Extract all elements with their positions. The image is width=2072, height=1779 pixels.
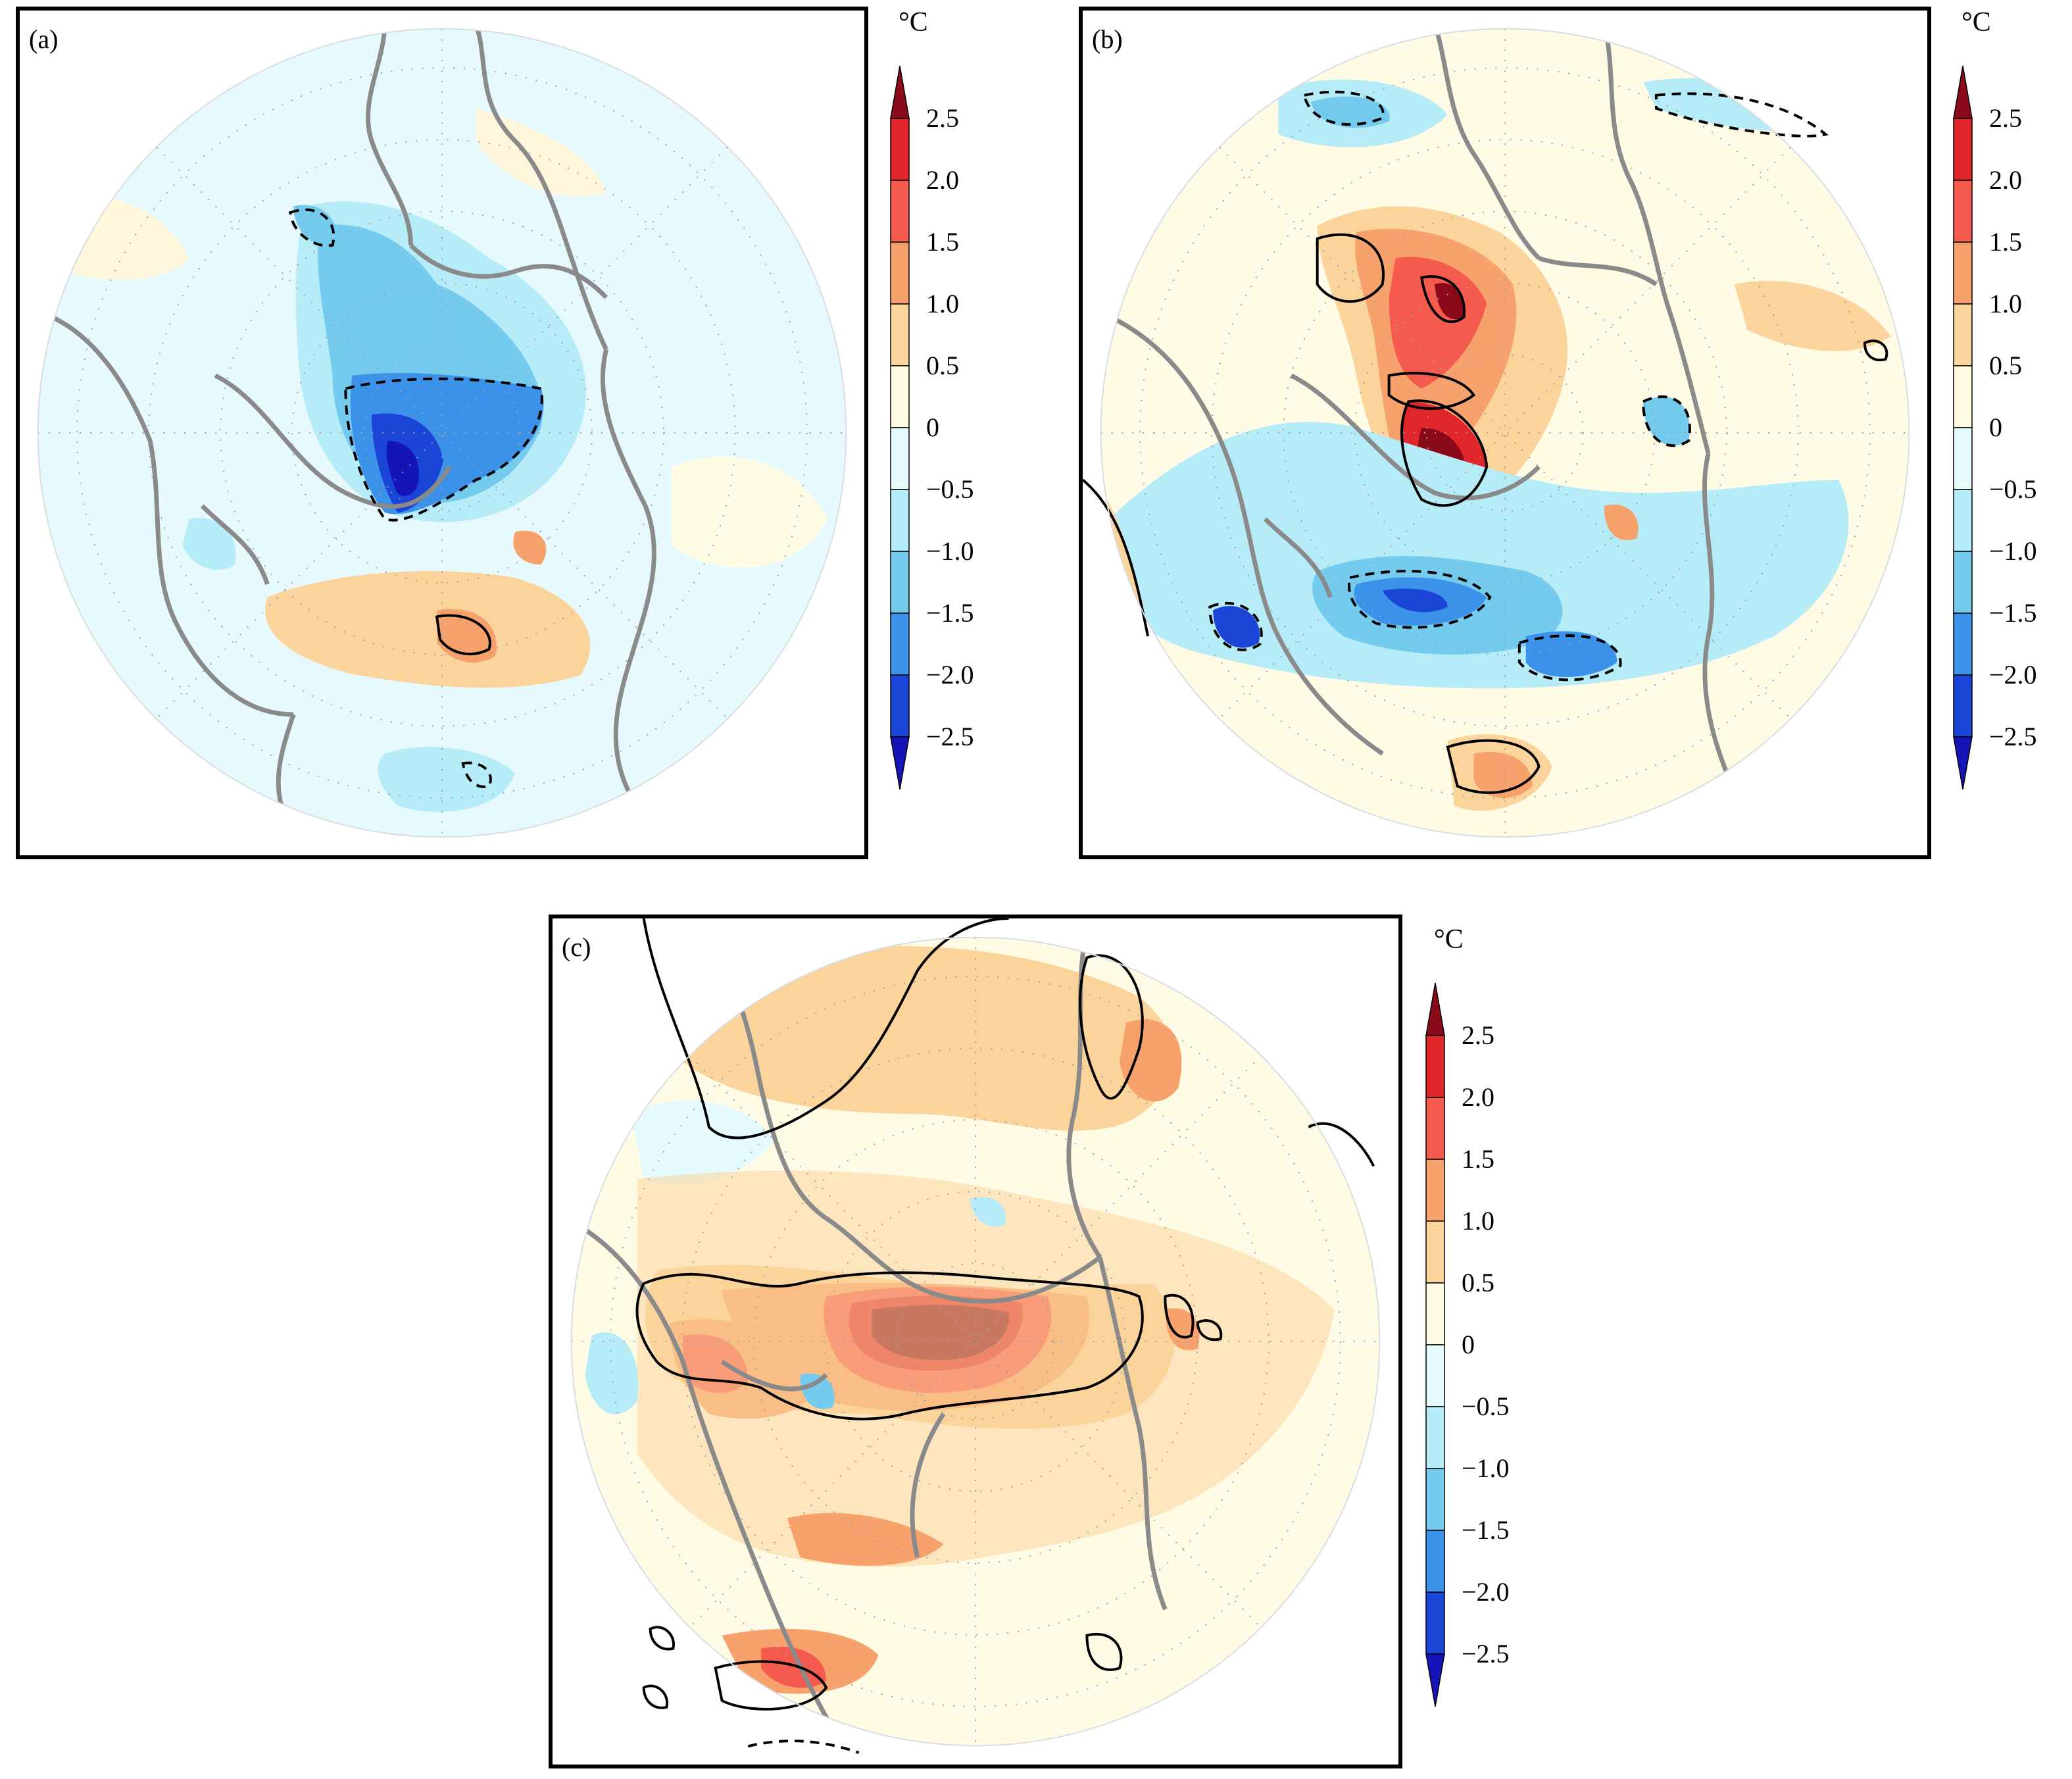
colorbar-tick-label: −0.5 [926, 474, 974, 504]
colorbar-tick-label: −2.5 [926, 722, 974, 751]
panel-label-b: (b) [1092, 24, 1123, 54]
colorbar-tick-label: 2.0 [1989, 165, 2022, 195]
coastlines-b [1100, 28, 1750, 820]
colorbar-bottom-cap [1953, 736, 1973, 790]
polar-map-a [37, 28, 847, 838]
panel-label-c: (c) [562, 932, 591, 962]
colorbar-unit: °C [1434, 924, 1464, 955]
colorbar-tick-label: −2.0 [1462, 1577, 1510, 1607]
colorbar-box [1953, 241, 1973, 305]
colorbar-top-cap [890, 65, 910, 119]
colorbar-tick-label: 2.5 [926, 103, 959, 133]
colorbar-box [1425, 1530, 1445, 1593]
colorbar-c: °C 2.5 2.0 1.5 1.0 0.5 0 −0.5 −1.0 −1.5 −2.0 −2.5 [1410, 924, 1608, 1779]
colorbar-box [1425, 1591, 1445, 1655]
colorbar-box [890, 118, 910, 181]
panel-label-a: (a) [29, 24, 59, 54]
colorbar-tick-label: 1.5 [1462, 1144, 1494, 1174]
colorbar-box [890, 241, 910, 305]
colorbar-box [890, 551, 910, 614]
colorbar-box [1425, 1344, 1445, 1407]
colorbar-box [890, 303, 910, 366]
colorbar-gradient [1953, 65, 1973, 790]
coastlines-a [37, 28, 660, 834]
colorbar-tick-label: 0.5 [1989, 351, 2022, 380]
colorbar-box [1425, 1159, 1445, 1222]
map-panel-c: (c) [549, 915, 1402, 1768]
colorbar-tick-label: 1.5 [1989, 227, 2022, 257]
colorbar-tick-label: 0.5 [926, 351, 959, 380]
colorbar-box [890, 365, 910, 428]
colorbar-tick-label: −1.0 [926, 536, 974, 566]
colorbar-box [1425, 1220, 1445, 1284]
anomaly-fill-c [585, 945, 1335, 1694]
colorbar-box [1953, 613, 1973, 676]
colorbar-tick-label: −1.0 [1462, 1453, 1510, 1483]
colorbar-box [1953, 551, 1973, 614]
colorbar-box [890, 489, 910, 552]
colorbar-tick-label: −1.5 [926, 598, 974, 628]
colorbar-box [1953, 674, 1973, 738]
colorbar-tick-label: 2.5 [1462, 1020, 1494, 1050]
colorbar-unit: °C [899, 7, 928, 38]
colorbar-box [1953, 180, 1973, 243]
colorbar-tick-label: 2.0 [1462, 1082, 1494, 1112]
colorbar-box [890, 674, 910, 738]
coastlines-c [571, 937, 1168, 1741]
colorbar-tick-label: −0.5 [1462, 1391, 1510, 1421]
colorbar-box [1425, 1097, 1445, 1160]
significance-contours-c [635, 918, 1375, 1755]
colorbar-tick-label: 0 [1989, 413, 2002, 442]
colorbar-tick-label: 1.5 [926, 227, 959, 257]
colorbar-box [1953, 365, 1973, 428]
colorbar-box [1425, 1468, 1445, 1531]
colorbar-tick-label: −2.0 [926, 660, 974, 689]
colorbar-tick-label: −2.5 [1989, 722, 2037, 751]
colorbar-unit: °C [1961, 7, 1991, 38]
colorbar-top-cap [1425, 982, 1445, 1036]
colorbar-box [1425, 1035, 1445, 1098]
anomaly-fill-a [45, 108, 828, 812]
colorbar-box [1425, 1406, 1445, 1469]
colorbar-tick-label: 2.5 [1989, 103, 2022, 133]
colorbar-tick-label: 2.0 [926, 165, 959, 195]
colorbar-box [890, 180, 910, 243]
polar-map-b [1083, 28, 1910, 838]
colorbar-bottom-cap [890, 736, 910, 790]
colorbar-a: °C 2.5 2.0 1.5 1.0 0.5 0 −0.5 −1.0 −1.5 −2.0 −2.5 [875, 7, 1072, 862]
colorbar-tick-label: −2.5 [1462, 1639, 1510, 1668]
colorbar-box [890, 613, 910, 676]
colorbar-tick-label: −2.0 [1989, 660, 2037, 689]
colorbar-tick-label: −0.5 [1989, 474, 2037, 504]
colorbar-b: °C 2.5 2.0 1.5 1.0 0.5 0 −0.5 −1.0 −1.5 −2.0 −2.5 [1938, 7, 2072, 862]
polar-map-c [570, 918, 1381, 1755]
colorbar-tick-label: −1.5 [1989, 598, 2037, 628]
colorbar-tick-label: 1.0 [1989, 289, 2022, 318]
colorbar-box [1953, 427, 1973, 490]
colorbar-box [1953, 303, 1973, 366]
colorbar-box [1425, 1282, 1445, 1345]
significance-contours-a [288, 208, 543, 788]
colorbar-bottom-cap [1425, 1653, 1445, 1707]
map-panel-a: (a) [16, 7, 868, 859]
colorbar-tick-label: 1.0 [1462, 1206, 1494, 1236]
colorbar-tick-label: 0.5 [1462, 1268, 1494, 1297]
colorbar-tick-label: 0 [1462, 1330, 1475, 1359]
colorbar-gradient [1425, 982, 1445, 1707]
colorbar-box [1953, 118, 1973, 181]
colorbar-box [890, 427, 910, 490]
colorbar-tick-label: −1.0 [1989, 536, 2037, 566]
colorbar-tick-label: −1.5 [1462, 1515, 1510, 1545]
colorbar-box [1953, 489, 1973, 552]
colorbar-gradient [890, 65, 910, 790]
map-panel-b: (b) [1079, 7, 1931, 859]
colorbar-top-cap [1953, 65, 1973, 119]
colorbar-tick-label: 0 [926, 413, 939, 442]
significance-contours-b [1083, 90, 1888, 794]
colorbar-tick-label: 1.0 [926, 289, 959, 318]
